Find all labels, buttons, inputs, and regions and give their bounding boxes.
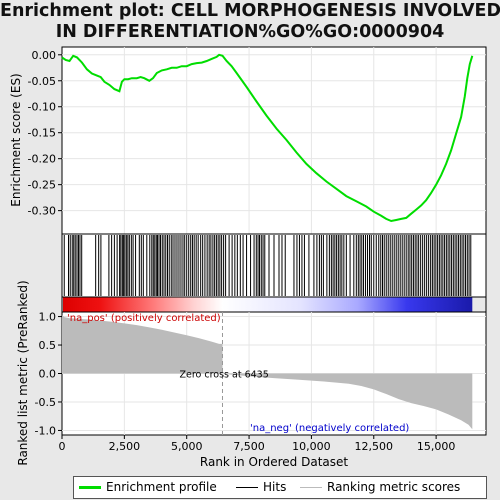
legend-label-enrichment: Enrichment profile: [106, 480, 217, 494]
metric-y-tick-label: -0.5: [35, 396, 56, 409]
es-y-tick-label: -0.25: [28, 179, 56, 192]
x-tick-label: 15,000: [417, 440, 456, 453]
es-axis-label: Enrichment score (ES): [9, 73, 23, 206]
ranking-heat-bar: [63, 297, 473, 312]
x-tick-label: 10,000: [292, 440, 331, 453]
x-tick-label: 12,500: [355, 440, 394, 453]
legend-label-ranking: Ranking metric scores: [327, 480, 461, 494]
ranking-metric-area: [62, 315, 473, 430]
es-y-tick-label: -0.05: [28, 75, 56, 88]
metric-axis-label: Ranked list metric (PreRanked): [16, 280, 30, 465]
es-y-tick-label: -0.15: [28, 127, 56, 140]
plot-area: 0.00-0.05-0.10-0.15-0.20-0.25-0.30 Enric…: [9, 46, 487, 469]
rank-axis-label: Rank in Ordered Dataset: [200, 455, 348, 469]
legend-item-hits: Hits: [236, 480, 286, 494]
x-tick-label: 2,500: [109, 440, 141, 453]
legend: Enrichment profile Hits Ranking metric s…: [73, 476, 487, 499]
x-tick-label: 0: [59, 440, 66, 453]
enrichment-profile-line: [61, 53, 474, 223]
legend-item-ranking-metric: Ranking metric scores: [300, 480, 460, 494]
chart-title-line-1: Enrichment plot: CELL MORPHOGENESIS INVO…: [0, 1, 500, 21]
legend-label-hits: Hits: [263, 480, 287, 494]
legend-swatch-enrichment: [79, 486, 101, 489]
es-y-tick-label: -0.30: [28, 205, 56, 218]
zero-cross-label: Zero cross at 6435: [179, 370, 268, 381]
legend-swatch-ranking: [300, 487, 322, 488]
positive-correlation-label: 'na_pos' (positively correlated): [67, 313, 221, 324]
metric-y-tick-label: 0.5: [39, 339, 57, 352]
chart-title-line-2: IN DIFFERENTIATION%GO%GO:0000904: [55, 22, 445, 42]
es-panel-frame: [61, 46, 487, 235]
es-y-tick-label: -0.20: [28, 153, 56, 166]
x-tick-label: 7,500: [233, 440, 265, 453]
legend-item-enrichment-profile: Enrichment profile: [79, 480, 217, 494]
legend-swatch-hits: [236, 487, 258, 488]
es-y-tick-label: -0.10: [28, 101, 56, 114]
x-tick-label: 5,000: [171, 440, 203, 453]
metric-y-tick-label: -1.0: [35, 424, 56, 437]
metric-y-tick-label: 1.0: [39, 311, 57, 324]
negative-correlation-label: 'na_neg' (negatively correlated): [250, 423, 409, 434]
es-y-tick-label: 0.00: [32, 49, 57, 62]
metric-y-tick-label: 0.0: [39, 368, 57, 381]
